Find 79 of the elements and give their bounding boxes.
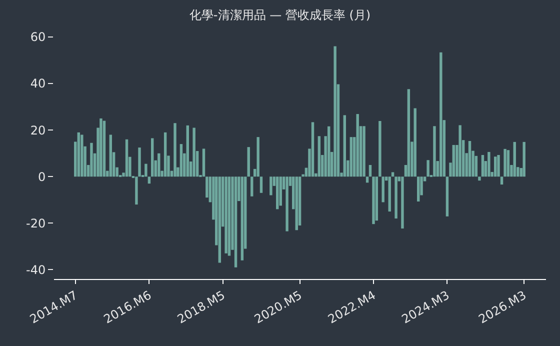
y-tick-label: -20 xyxy=(26,216,46,230)
bar xyxy=(328,126,330,177)
bar xyxy=(174,123,176,177)
bar xyxy=(513,142,516,177)
bar xyxy=(414,108,416,177)
bar xyxy=(382,176,384,202)
bar xyxy=(279,176,282,206)
bar xyxy=(372,176,375,224)
bar xyxy=(164,132,167,177)
bar xyxy=(458,125,462,177)
bar xyxy=(426,160,430,177)
bar xyxy=(366,176,369,183)
bar xyxy=(494,156,497,177)
bar xyxy=(286,176,288,232)
y-tick-label: 40 xyxy=(30,76,46,91)
bar xyxy=(151,138,154,177)
bar xyxy=(407,89,410,177)
bar xyxy=(362,126,366,177)
bar xyxy=(224,176,228,254)
bar xyxy=(109,134,112,177)
bar xyxy=(478,176,481,181)
bar xyxy=(218,176,222,263)
bar xyxy=(77,132,80,177)
bar xyxy=(158,153,160,177)
bar xyxy=(334,46,336,177)
bar xyxy=(135,176,138,205)
bar xyxy=(144,164,148,177)
bar xyxy=(192,128,196,177)
bar xyxy=(102,120,106,177)
bar xyxy=(497,154,500,177)
bar xyxy=(256,137,260,177)
bar xyxy=(206,176,208,198)
y-tick-label: 20 xyxy=(30,123,46,138)
bar xyxy=(481,154,484,177)
bar xyxy=(295,176,298,230)
bar xyxy=(270,176,272,196)
bar xyxy=(180,144,183,177)
bar xyxy=(368,164,372,177)
bar xyxy=(417,176,420,202)
bar xyxy=(250,176,254,196)
bar xyxy=(452,144,455,177)
bar xyxy=(260,176,263,193)
bar xyxy=(240,176,244,260)
bar xyxy=(522,142,526,177)
bar xyxy=(375,176,378,221)
y-tick-label: 60 xyxy=(30,30,46,44)
y-tick-label: 0 xyxy=(38,170,46,184)
bar xyxy=(350,137,353,177)
bar xyxy=(343,115,346,177)
bar xyxy=(125,139,128,177)
bar xyxy=(100,118,102,177)
bar xyxy=(433,126,436,177)
bar xyxy=(468,141,472,177)
bar xyxy=(446,176,449,216)
bar xyxy=(311,122,314,177)
bar xyxy=(138,148,141,177)
y-tick-label: -40 xyxy=(26,262,46,277)
bar xyxy=(186,125,189,177)
bar xyxy=(394,176,398,218)
bar xyxy=(148,176,151,184)
bar xyxy=(228,176,231,256)
bar xyxy=(440,52,442,177)
bar xyxy=(80,134,84,177)
bar xyxy=(504,148,506,177)
bar xyxy=(90,142,93,177)
bar xyxy=(202,148,206,177)
bar xyxy=(234,176,238,268)
bar xyxy=(378,121,382,177)
bar xyxy=(391,172,394,177)
bar xyxy=(500,176,504,185)
bar xyxy=(276,176,279,210)
bar xyxy=(488,152,490,177)
bar xyxy=(506,150,510,177)
bar xyxy=(401,176,404,229)
bar xyxy=(247,147,250,177)
bar xyxy=(356,114,359,177)
bar xyxy=(318,136,321,177)
chart-title: 化學-清潔用品 — 營收成長率 (月) xyxy=(189,8,371,22)
bar xyxy=(388,176,391,212)
